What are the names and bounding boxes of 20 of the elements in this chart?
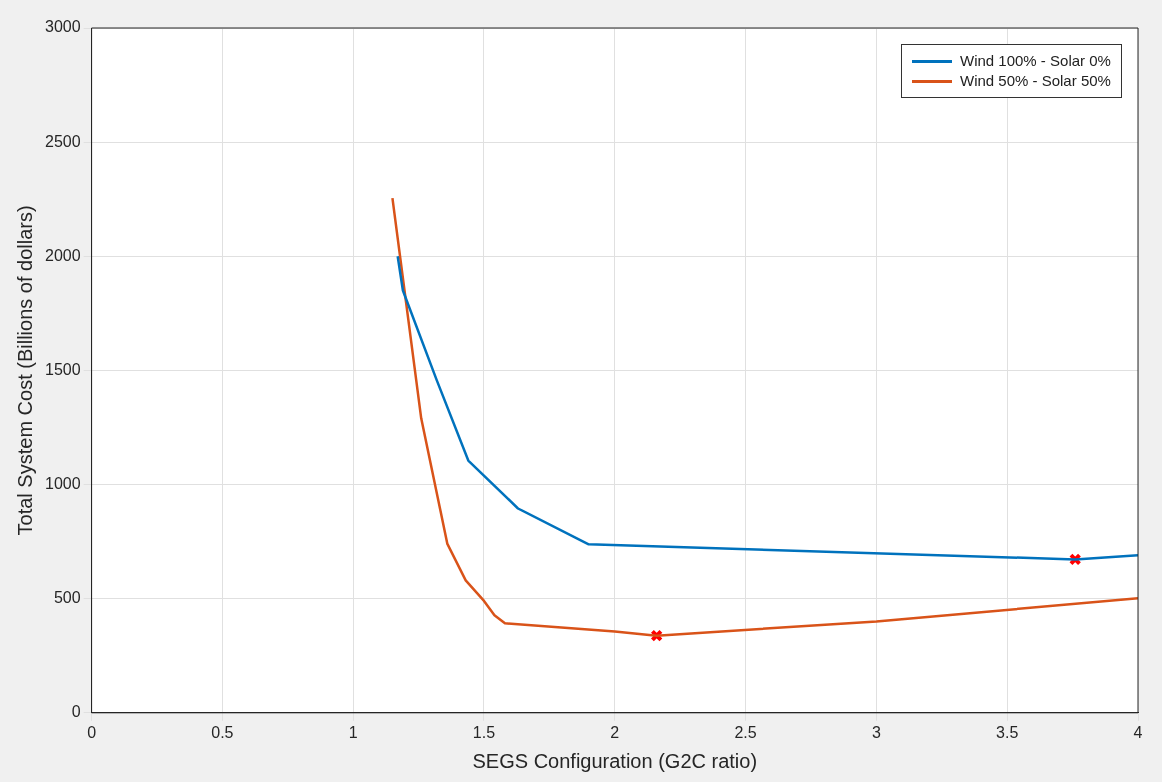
y-tick-label: 1000 xyxy=(45,474,81,492)
y-tick-label: 2000 xyxy=(45,246,81,264)
legend-label: Wind 50% - Solar 50% xyxy=(960,71,1111,91)
y-tick-label: 500 xyxy=(53,589,81,607)
x-tick-label: 3 xyxy=(871,723,881,741)
x-tick-label: 1.5 xyxy=(472,723,496,741)
x-tick-label: 3.5 xyxy=(996,723,1019,741)
x-axis-title: SEGS Configuration (G2C ratio) xyxy=(472,749,758,772)
x-tick-label: 2.5 xyxy=(734,723,757,741)
legend-label: Wind 100% - Solar 0% xyxy=(960,51,1111,71)
y-tick-label: 2500 xyxy=(45,132,81,150)
y-tick-label: 0 xyxy=(71,703,81,721)
x-tick-label: 1 xyxy=(348,723,358,741)
x-tick-label: 2 xyxy=(610,723,620,741)
x-tick-label: 0 xyxy=(87,723,97,741)
y-tick-label: 1500 xyxy=(45,360,81,378)
y-tick-label: 3000 xyxy=(45,18,81,36)
x-tick-label: 4 xyxy=(1133,723,1143,741)
y-axis-title: Total System Cost (Billions of dollars) xyxy=(13,205,36,536)
x-tick-label: 0.5 xyxy=(211,723,234,741)
